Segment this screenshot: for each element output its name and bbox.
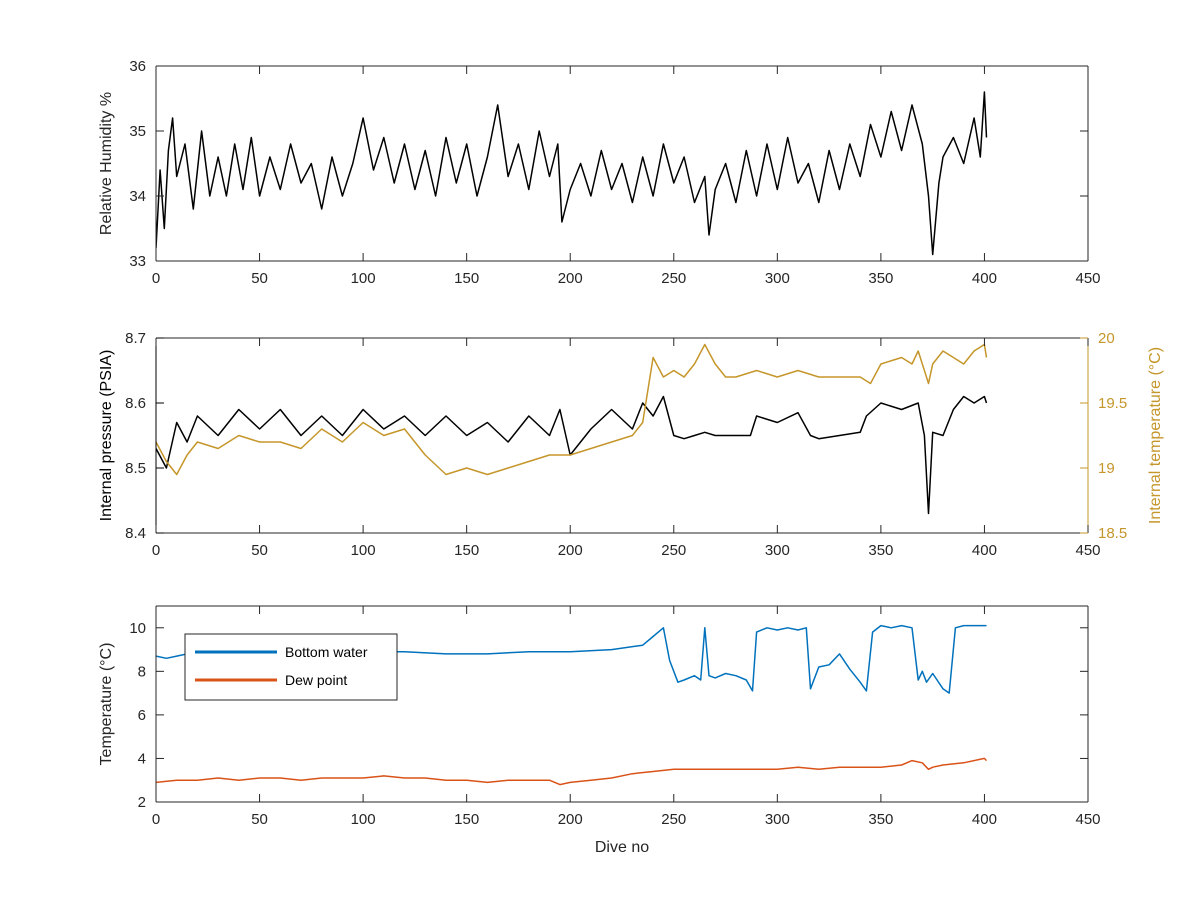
x-tick-label: 350 <box>868 811 893 828</box>
x-tick-label: 0 <box>152 270 160 287</box>
x-tick-label: 250 <box>661 542 686 559</box>
x-tick-label: 100 <box>351 542 376 559</box>
series-1-line <box>156 395 988 515</box>
subplot-3: 0 50 100 150 200 250 300 350 400 450 2 4 6 8 10 Tempera… <box>98 605 1101 856</box>
y-tick-label: 2 <box>138 794 146 811</box>
y-axis-label: Relative Humidity % <box>98 92 115 235</box>
x-tick-label: 50 <box>251 270 268 287</box>
x-axis-label: Dive no <box>595 839 649 856</box>
y-tick-label: 8.7 <box>125 330 146 347</box>
x-tick-label: 400 <box>972 811 997 828</box>
x-tick-label: 50 <box>251 811 268 828</box>
y-tick-label: 8.6 <box>125 395 146 412</box>
y-tick-label: 8.5 <box>125 460 146 477</box>
x-tick-label: 450 <box>1075 811 1100 828</box>
x-tick-label: 200 <box>558 270 583 287</box>
x-tick-label: 300 <box>765 270 790 287</box>
series-1-line <box>156 91 988 256</box>
y2-tick-label: 20 <box>1098 330 1115 347</box>
x-tick-label: 150 <box>454 811 479 828</box>
legend-label-dew-point: Dew point <box>285 672 347 688</box>
legend-box <box>184 633 398 701</box>
y-tick-label: 8 <box>138 663 146 680</box>
series-2-line <box>156 343 988 476</box>
legend: Bottom water Dew point <box>184 633 398 701</box>
series-bottom-water-line <box>156 624 987 694</box>
x-tick-label: 200 <box>558 542 583 559</box>
subplots: 0 50 100 150 200 250 300 350 400 45033343536Relat… <box>98 58 1164 856</box>
legend-label-bottom-water: Bottom water <box>285 644 368 660</box>
y2-tick-label: 18.5 <box>1098 525 1127 542</box>
x-tick-label: 300 <box>765 811 790 828</box>
y-tick-label: 10 <box>129 620 146 637</box>
y-tick-label: 34 <box>129 188 146 205</box>
x-tick-label: 0 <box>152 542 160 559</box>
y-tick-label: 36 <box>129 58 146 75</box>
y-tick-label: 35 <box>129 123 146 140</box>
y-axis-label: Internal pressure (PSIA) <box>98 350 115 522</box>
y2-tick-label: 19.5 <box>1098 395 1127 412</box>
x-tick-label: 150 <box>454 270 479 287</box>
y-tick-label: 4 <box>138 750 146 767</box>
x-tick-label: 400 <box>972 542 997 559</box>
x-tick-label: 450 <box>1075 542 1100 559</box>
x-tick-label: 250 <box>661 811 686 828</box>
x-tick-label: 250 <box>661 270 686 287</box>
y2-tick-label: 19 <box>1098 460 1115 477</box>
x-tick-label: 150 <box>454 542 479 559</box>
plot-area <box>156 624 988 786</box>
subplot-2: 0 50 100 150 200 250 300 350 400 450 8.4 8.5 8.6 8.7 1… <box>98 330 1164 559</box>
y-axis-label: Temperature (°C) <box>98 643 115 766</box>
x-tick-label: 400 <box>972 270 997 287</box>
x-tick-label: 100 <box>351 270 376 287</box>
x-tick-label: 200 <box>558 811 583 828</box>
x-tick-label: 350 <box>868 270 893 287</box>
x-tick-label: 450 <box>1075 270 1100 287</box>
subplot-1: 0 50 100 150 200 250 300 350 400 450 33 34 35 36 Relat… <box>98 58 1101 287</box>
x-tick-label: 350 <box>868 542 893 559</box>
y-tick-label: 8.4 <box>125 525 146 542</box>
plot-area <box>156 343 988 515</box>
series-dew-point-line <box>156 757 988 786</box>
y2-axis-label: Internal temperature (°C) <box>1147 347 1164 524</box>
plot-area <box>156 91 988 256</box>
x-tick-label: 100 <box>351 811 376 828</box>
y-tick-label: 6 <box>138 707 146 724</box>
x-tick-label: 0 <box>152 811 160 828</box>
y-tick-label: 33 <box>129 253 146 270</box>
x-tick-label: 50 <box>251 542 268 559</box>
x-tick-label: 300 <box>765 542 790 559</box>
